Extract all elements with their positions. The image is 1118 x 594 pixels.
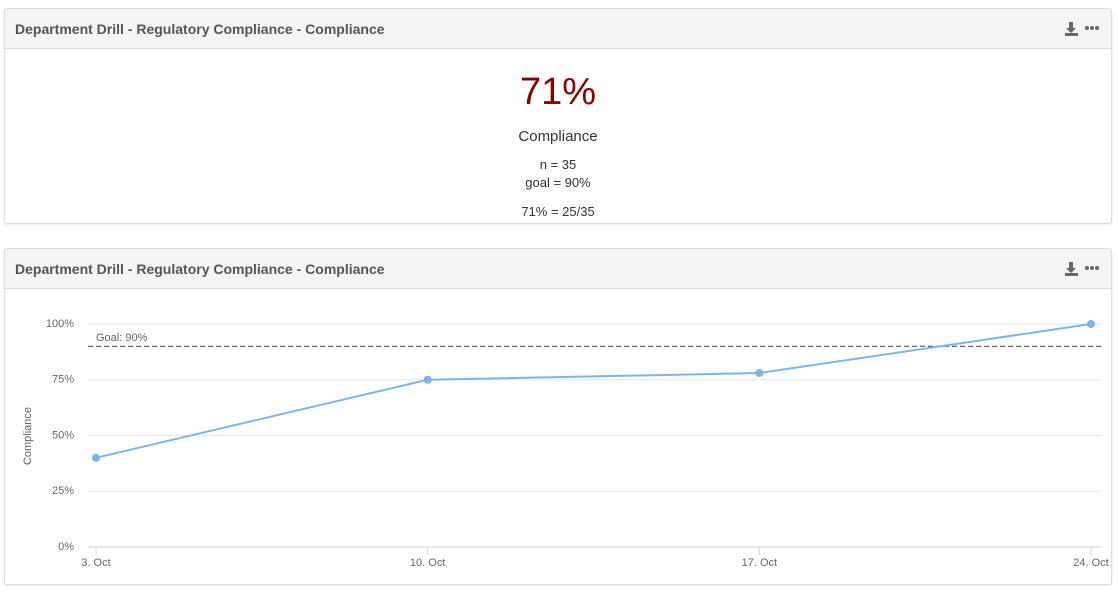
- kpi-body: 71% Compliance n = 35 goal = 90% 71% = 2…: [5, 71, 1111, 219]
- panel-icons[interactable]: [1065, 261, 1101, 277]
- panel-title: Department Drill - Regulatory Compliance…: [15, 21, 385, 37]
- chart-panel: Department Drill - Regulatory Compliance…: [4, 248, 1112, 585]
- y-axis-title: Compliance: [22, 407, 34, 465]
- series-line: [95, 323, 1092, 459]
- x-tick-label: 3. Oct: [81, 557, 110, 569]
- x-tick-label: 17. Oct: [742, 557, 777, 569]
- kpi-ratio: 71% = 25/35: [521, 204, 595, 219]
- x-tick-label: 24. Oct: [1073, 557, 1108, 569]
- chart: Compliance 0% 25% 50% 75% 100% 3. Oct 10. Oct 1…: [22, 318, 1109, 569]
- kpi-label: Compliance: [518, 128, 598, 145]
- panel-icons[interactable]: [1065, 21, 1101, 37]
- panel-header: Department Drill - Regulatory Compliance…: [5, 249, 1111, 289]
- kpi-value: 71%: [519, 71, 597, 113]
- data-point: [755, 369, 764, 378]
- y-tick-label: 75%: [52, 374, 74, 386]
- x-tick-label: 10. Oct: [410, 557, 445, 569]
- panel-header: Department Drill - Regulatory Compliance…: [5, 9, 1111, 49]
- data-point: [423, 375, 432, 384]
- data-point: [1087, 320, 1095, 328]
- kpi-panel: Department Drill - Regulatory Compliance…: [4, 8, 1112, 224]
- y-tick-label: 0%: [58, 541, 74, 553]
- goal-label: Goal: 90%: [96, 332, 148, 344]
- kpi-goal: goal = 90%: [525, 175, 591, 190]
- y-tick-label: 100%: [46, 318, 74, 330]
- y-tick-label: 50%: [52, 429, 74, 441]
- panel-title: Department Drill - Regulatory Compliance…: [15, 261, 385, 277]
- data-point: [92, 453, 100, 462]
- kpi-n: n = 35: [539, 157, 577, 172]
- y-tick-label: 25%: [52, 485, 74, 497]
